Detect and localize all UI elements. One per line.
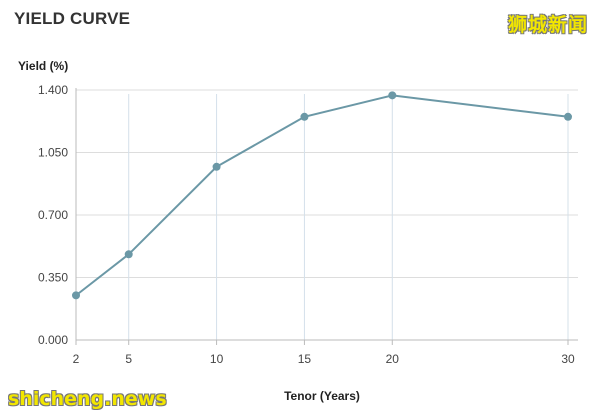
x-tick-label: 30 xyxy=(561,352,575,366)
data-point xyxy=(300,112,309,121)
watermark-site-logo: shicheng.news xyxy=(8,388,167,410)
y-tick-label: 0.350 xyxy=(38,271,68,285)
x-tick-label: 2 xyxy=(73,352,80,366)
y-axis-label: Yield (%) xyxy=(18,59,68,73)
watermark-chinese-logo: 狮城新闻 xyxy=(507,14,588,36)
data-point xyxy=(212,162,221,171)
grid-lines xyxy=(76,89,578,340)
x-tick-label: 10 xyxy=(210,352,224,366)
series-yield xyxy=(72,91,572,300)
y-tick-label: 1.400 xyxy=(38,83,68,97)
x-tick-label: 20 xyxy=(386,352,400,366)
data-point xyxy=(564,112,572,121)
tick-labels: 0.000 0.350 0.700 1.050 1.400 2 5 10 15 20 30 xyxy=(38,83,575,366)
x-axis-label: Tenor (Years) xyxy=(284,389,360,403)
axes xyxy=(75,88,578,345)
x-tick-label: 5 xyxy=(125,352,132,366)
data-point xyxy=(388,91,397,100)
x-tick-label: 15 xyxy=(298,352,312,366)
data-point xyxy=(124,250,133,259)
series-line xyxy=(75,94,569,297)
data-point xyxy=(72,291,80,300)
y-tick-label: 1.050 xyxy=(38,146,68,160)
y-tick-label: 0.000 xyxy=(38,333,68,347)
y-tick-label: 0.700 xyxy=(38,208,68,222)
chart-title: YIELD CURVE xyxy=(14,9,131,28)
